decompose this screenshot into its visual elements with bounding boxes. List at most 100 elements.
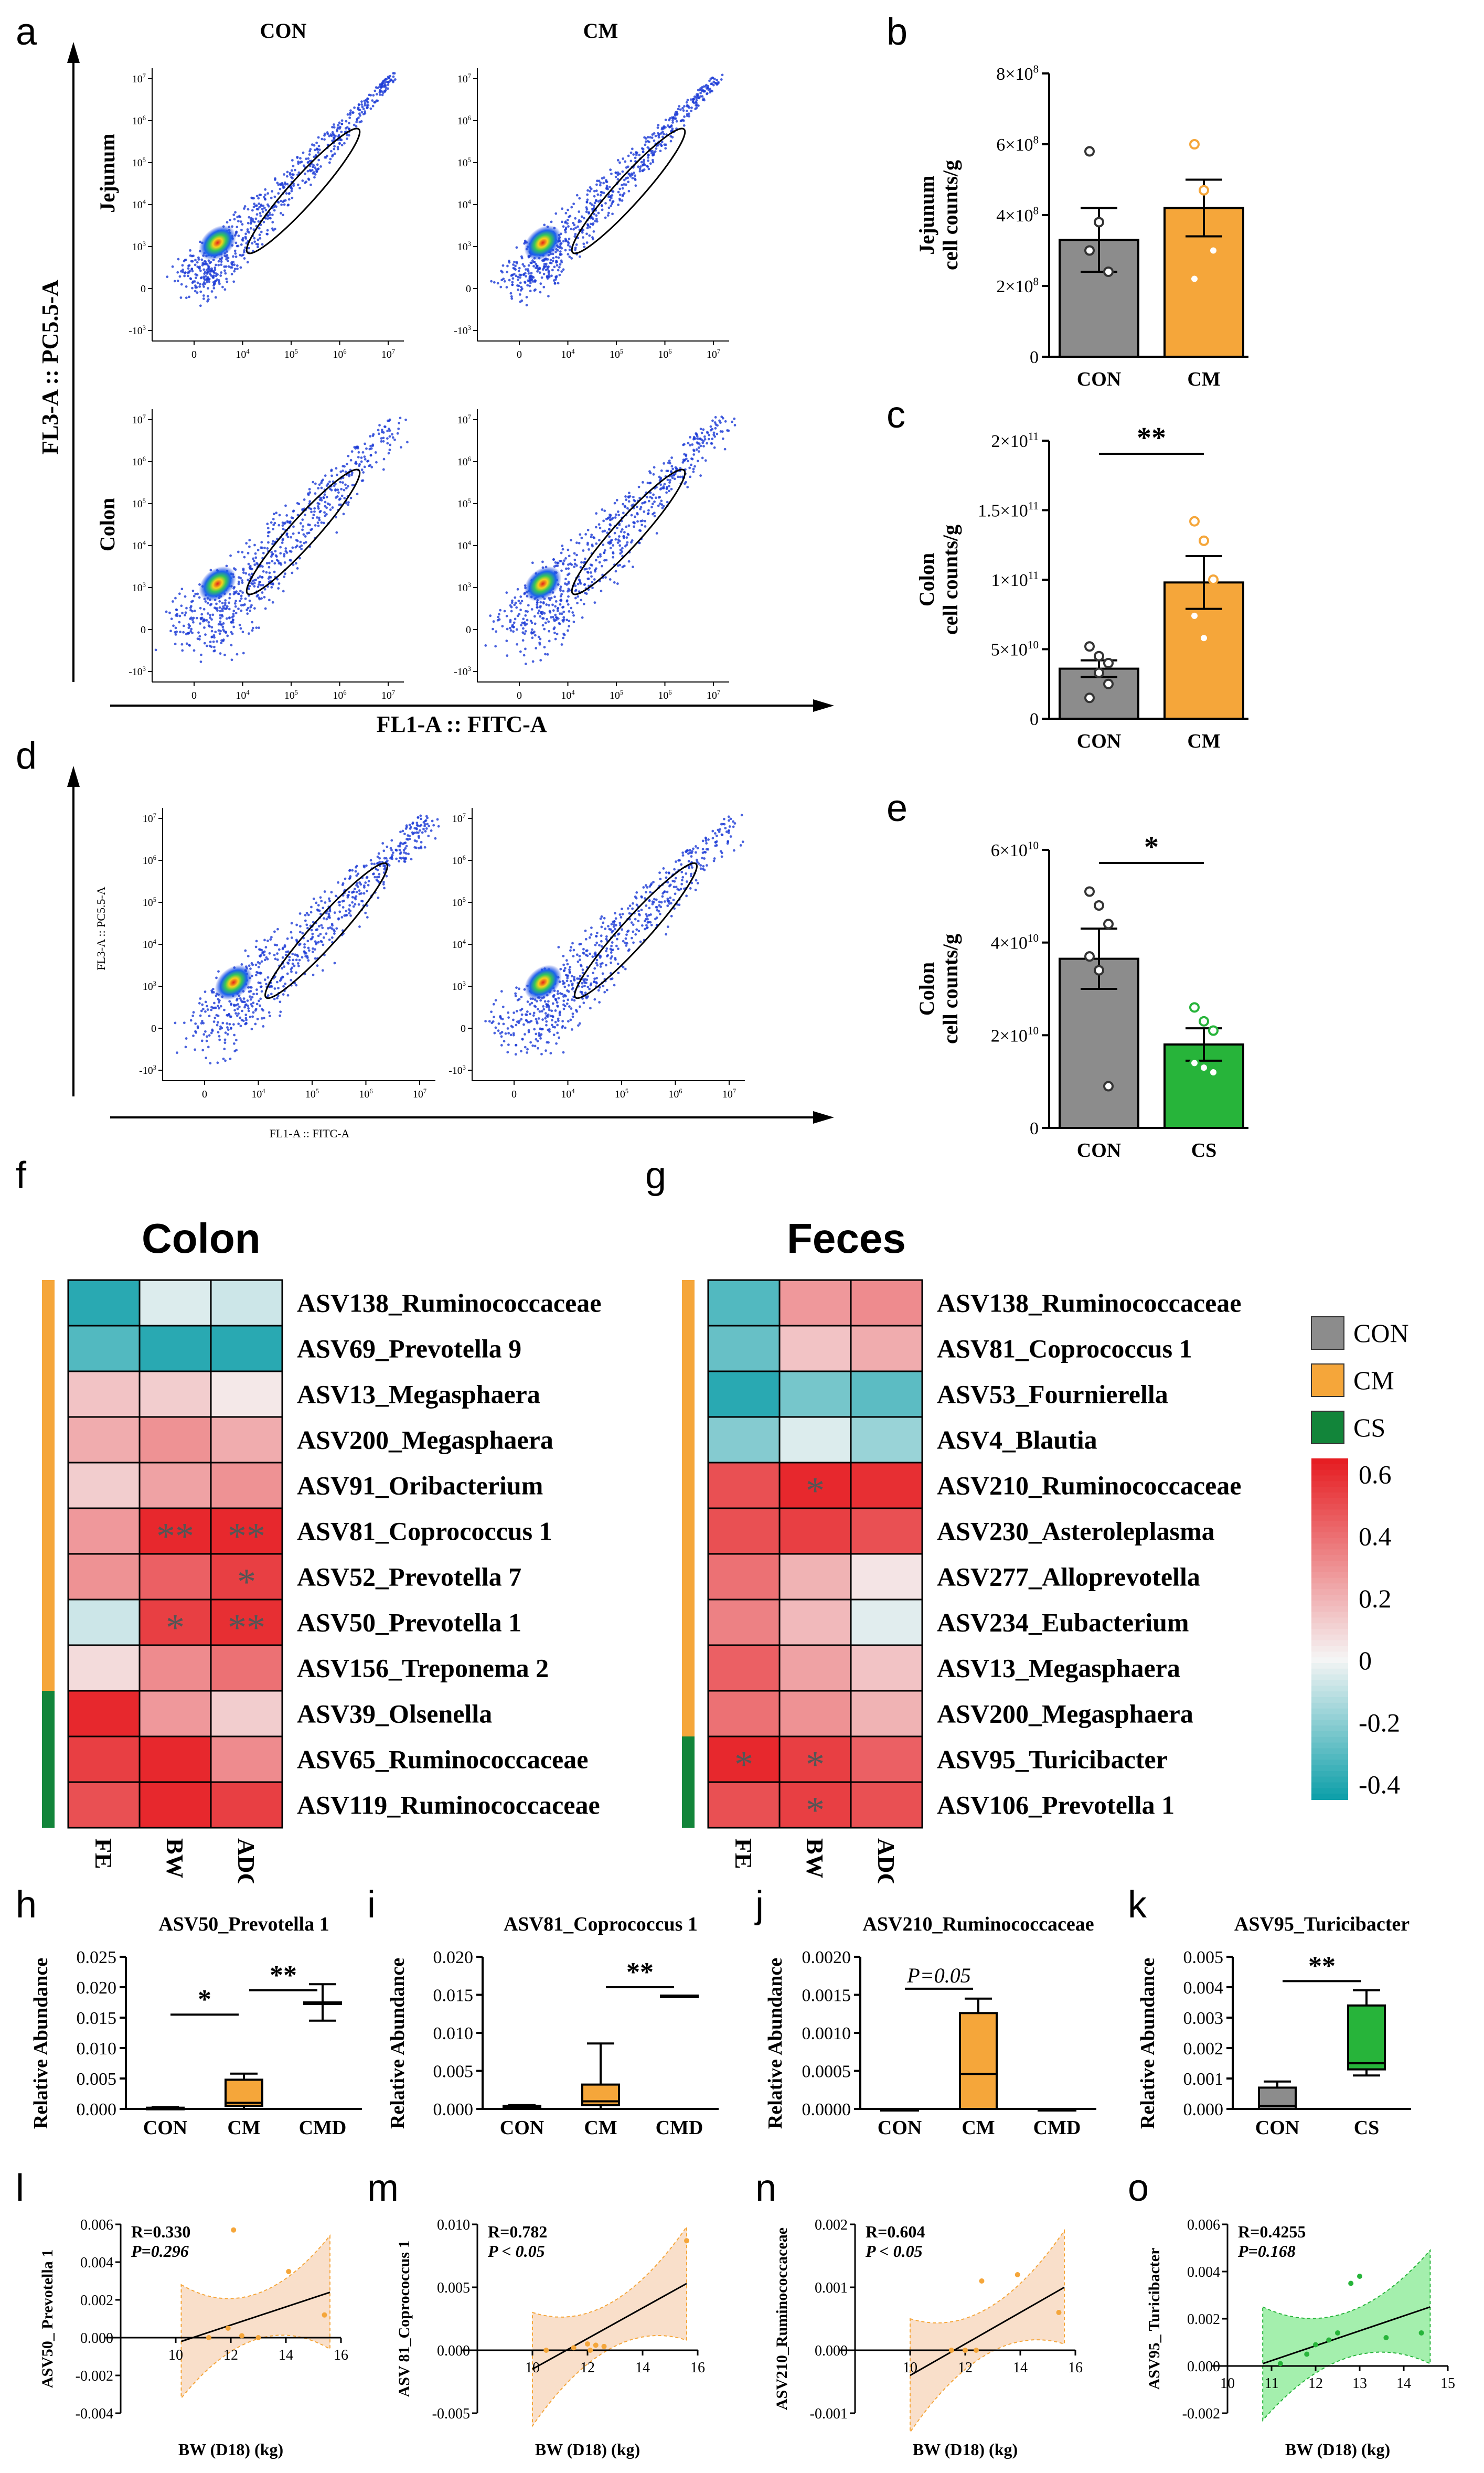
flow-event-dot <box>249 986 252 989</box>
flow-event-dot <box>580 965 583 967</box>
flow-event-dot <box>339 138 342 142</box>
flow-event-dot <box>204 1010 207 1013</box>
flow-event-dot <box>317 941 320 944</box>
flow-event-dot <box>174 633 177 636</box>
flow-event-dot <box>600 925 603 929</box>
flow-event-dot <box>336 128 339 131</box>
flow-event-dot <box>578 255 581 258</box>
flow-event-dot <box>580 537 583 539</box>
flow-event-dot <box>347 908 350 911</box>
bar-data-point <box>1084 886 1095 897</box>
flow-event-dot <box>189 630 193 633</box>
flow-event-dot <box>572 948 575 952</box>
flow-event-dot <box>536 1040 539 1042</box>
flow-event-dot <box>303 541 306 545</box>
flow-event-dot <box>437 825 440 828</box>
flow-event-dot <box>571 1012 574 1015</box>
flow-event-dot <box>236 997 239 1000</box>
flow-event-dot <box>206 276 209 279</box>
flow-event-dot <box>317 516 321 519</box>
flow-event-dot <box>688 466 691 470</box>
flow-event-dot <box>274 178 276 181</box>
flow-event-dot <box>556 264 559 267</box>
flow-event-dot <box>192 621 195 624</box>
flow-event-dot <box>347 485 349 488</box>
flow-event-dot <box>241 1009 243 1012</box>
flow-event-dot <box>373 876 377 879</box>
flow-event-dot <box>328 134 331 137</box>
flow-event-dot <box>512 630 515 633</box>
flow-event-dot <box>198 635 201 638</box>
flow-event-dot <box>547 295 550 297</box>
flow-event-dot <box>271 214 274 216</box>
flow-event-dot <box>305 157 307 161</box>
flow-event-dot <box>277 987 280 989</box>
flow-event-dot <box>610 923 613 926</box>
flow-event-dot <box>212 640 215 643</box>
flow-plot-y-tick-label: 103 <box>132 240 146 253</box>
flow-event-dot <box>669 462 671 465</box>
flow-event-dot <box>358 889 361 892</box>
flow-event-dot <box>296 155 299 158</box>
flow-event-dot <box>202 297 205 300</box>
flow-event-dot <box>622 503 625 506</box>
flow-event-dot <box>732 825 735 828</box>
flow-event-dot <box>635 891 638 894</box>
flow-event-dot <box>563 969 566 972</box>
box-body <box>225 2078 263 2107</box>
flow-event-dot <box>399 856 401 859</box>
heatmap-row-label: ASV234_Eubacterium <box>937 1608 1189 1637</box>
heatmap-group-bar <box>682 1600 695 1645</box>
flow-event-dot <box>346 894 349 897</box>
flow-event-dot <box>341 465 345 467</box>
heatmap-row-label: ASV119_Ruminococcaceae <box>297 1790 600 1820</box>
flow-event-dot <box>239 590 242 593</box>
flow-event-dot <box>568 625 571 628</box>
flow-event-dot <box>420 824 423 827</box>
flow-event-dot <box>699 867 702 870</box>
flow-event-dot <box>584 533 588 536</box>
box-y-tick-label: 0.010 <box>433 2024 474 2043</box>
flow-event-dot <box>262 1025 265 1028</box>
flow-event-dot <box>212 634 216 637</box>
flow-event-dot <box>582 602 585 605</box>
flow-event-dot <box>183 274 186 278</box>
flow-event-dot <box>170 617 173 621</box>
flow-plot-x-tick-label: 107 <box>722 1088 736 1100</box>
flow-event-dot <box>646 136 649 138</box>
flow-event-dot <box>548 630 551 633</box>
flow-event-dot <box>535 1038 538 1041</box>
flow-event-dot <box>661 892 665 895</box>
flow-event-dot <box>254 1009 257 1012</box>
flow-event-dot <box>532 1014 535 1017</box>
flow-event-dot <box>204 990 207 993</box>
flow-event-dot <box>653 898 656 901</box>
flow-event-dot <box>383 425 386 428</box>
flow-event-dot <box>355 866 358 869</box>
flow-event-dot <box>188 295 190 299</box>
flow-event-dot <box>601 962 604 965</box>
flow-event-dot <box>261 546 264 549</box>
flow-event-dot <box>239 1016 242 1019</box>
flow-event-dot <box>557 1017 560 1020</box>
flow-event-dot <box>291 546 294 549</box>
flow-event-dot <box>332 136 335 140</box>
flow-event-dot <box>621 187 624 190</box>
flow-event-dot <box>567 253 570 256</box>
flow-event-dot <box>385 86 388 89</box>
flow-event-dot <box>244 949 247 952</box>
flow-event-dot <box>582 236 584 239</box>
flow-event-dot <box>323 134 326 137</box>
flow-event-dot <box>663 133 665 136</box>
flow-event-dot <box>713 832 717 835</box>
flow-event-dot <box>666 897 669 900</box>
flow-event-dot <box>690 109 693 112</box>
flow-event-dot <box>259 237 262 240</box>
flow-event-dot <box>541 611 544 614</box>
flow-event-dot <box>644 143 647 146</box>
flow-event-dot <box>651 503 654 505</box>
flow-event-dot <box>692 467 695 471</box>
flow-event-dot <box>613 581 616 584</box>
flow-event-dot <box>606 214 610 217</box>
flow-event-dot <box>555 260 558 263</box>
